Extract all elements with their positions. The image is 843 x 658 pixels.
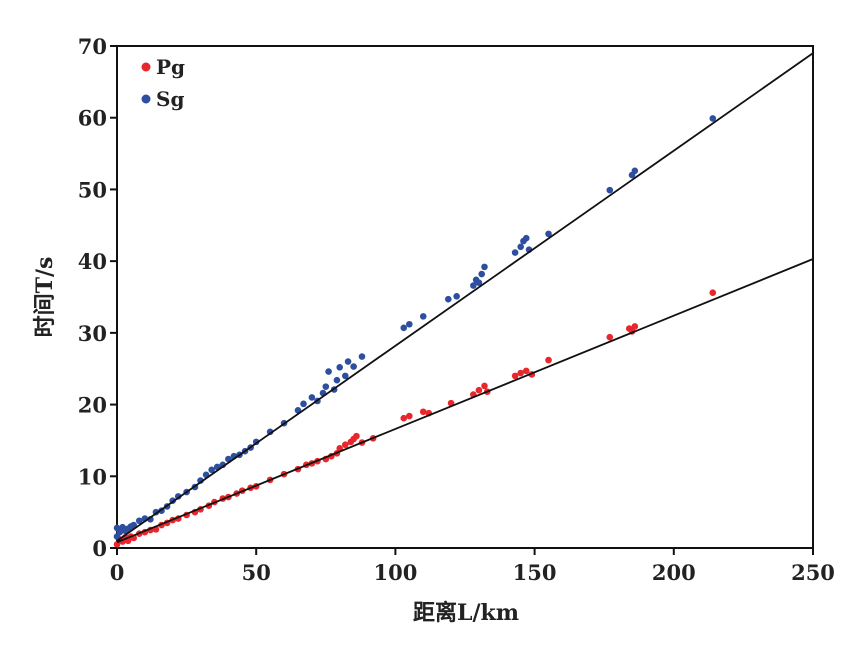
data-point-sg [358, 353, 366, 360]
data-point-sg [606, 186, 614, 194]
fit-line-pg [116, 258, 814, 544]
x-tick-label: 200 [652, 560, 696, 585]
data-point-sg [444, 295, 452, 303]
data-point-sg [135, 517, 143, 525]
data-point-pg [522, 367, 530, 375]
data-point-pg [481, 382, 488, 390]
data-point-sg [419, 313, 427, 320]
data-point-sg [545, 230, 552, 238]
y-tick-label: 40 [78, 249, 107, 274]
data-point-sg [406, 320, 413, 328]
plot-frame [116, 45, 814, 549]
legend-marker-sg [141, 94, 151, 104]
data-point-sg [453, 292, 460, 300]
data-point-sg [470, 282, 477, 289]
data-point-sg [522, 234, 530, 242]
legend-label-pg: Pg [156, 55, 185, 79]
legend-marker-pg [141, 62, 151, 72]
data-point-sg [631, 167, 639, 175]
data-point-pg [419, 408, 427, 416]
data-point-sg [116, 528, 124, 536]
x-tick-label: 250 [791, 560, 835, 585]
data-point-sg [511, 249, 519, 256]
data-point-pg [517, 369, 524, 377]
x-axis-label: 距离L/km [413, 600, 519, 626]
data-point-sg [344, 358, 352, 365]
x-tick-label: 150 [513, 560, 557, 585]
data-point-sg [350, 363, 357, 370]
data-point-pg [400, 414, 408, 422]
data-point-sg [517, 243, 524, 251]
y-tick-label: 50 [78, 177, 107, 202]
data-point-pg [606, 333, 614, 341]
legend: Pg Sg [141, 55, 185, 111]
x-tick-label: 100 [373, 560, 417, 585]
y-tick-label: 60 [78, 106, 107, 131]
data-point-pg [545, 356, 552, 364]
data-point-sg [300, 400, 307, 408]
data-point-sg [336, 363, 344, 371]
data-point-pg [709, 289, 717, 296]
data-point-pg [406, 412, 413, 420]
data-point-pg [336, 445, 344, 452]
data-point-sg [308, 394, 316, 401]
fit-line-sg [116, 52, 814, 542]
data-point-pg [113, 541, 121, 548]
data-point-sg [478, 270, 486, 278]
y-tick-label: 0 [92, 536, 107, 561]
data-point-sg [709, 115, 717, 122]
data-point-sg [322, 383, 330, 390]
data-point-sg [481, 263, 488, 271]
data-point-pg [511, 372, 519, 380]
data-point-sg [208, 466, 215, 474]
data-point-pg [631, 323, 639, 330]
data-point-sg [475, 279, 483, 286]
x-tick-label: 0 [110, 560, 125, 585]
data-point-sg [341, 372, 349, 380]
y-axis-label: 时间T/s [32, 257, 58, 338]
y-tick-label: 30 [78, 321, 107, 346]
data-point-pg [353, 432, 360, 440]
data-point-pg [475, 386, 483, 394]
y-tick-label: 20 [78, 393, 107, 418]
data-point-sg [400, 324, 408, 332]
legend-label-sg: Sg [156, 87, 184, 111]
data-point-sg [325, 368, 332, 375]
data-point-sg [333, 376, 341, 384]
x-tick-label: 50 [242, 560, 271, 585]
data-point-sg [130, 521, 138, 529]
data-point-pg [341, 441, 349, 449]
y-tick-label: 10 [78, 464, 107, 489]
y-tick-label: 70 [78, 34, 107, 59]
